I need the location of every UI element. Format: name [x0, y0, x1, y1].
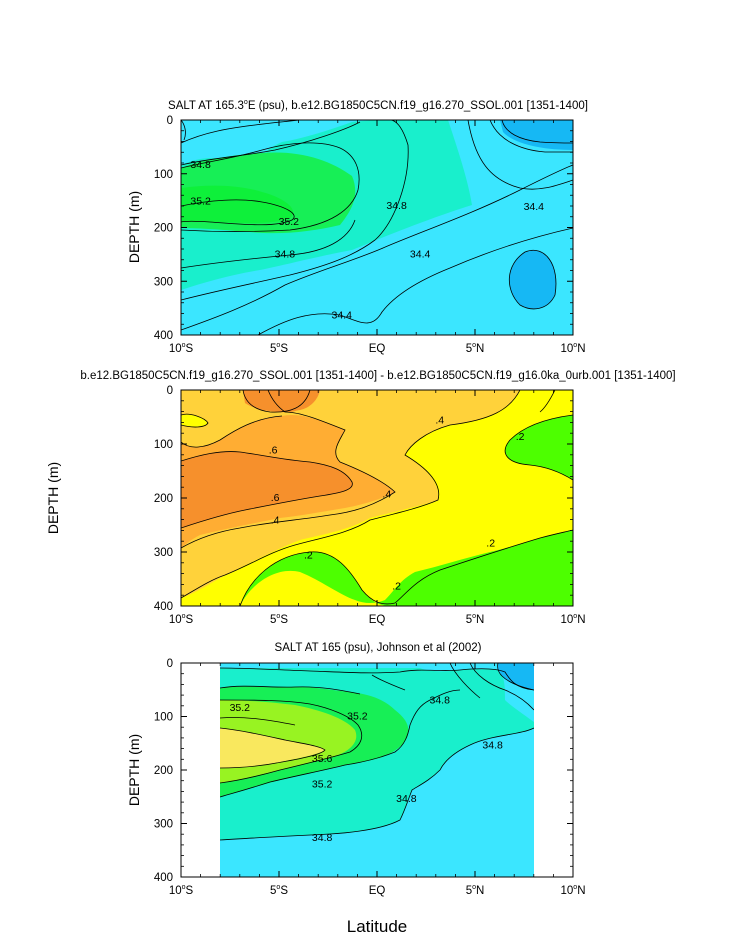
fill-344-b [509, 250, 556, 309]
axis-ticks-3: 10oS 5oS EQ 5oN 10oN 0 100 200 300 400 [154, 658, 586, 897]
contour-label: 35.2 [190, 196, 211, 208]
contour-labels-2: .6 .6 .4 .4 .4 .2 .2 .2 .2 [269, 415, 525, 593]
y-tick-label: 300 [154, 276, 173, 288]
panel-3: SALT AT 165 (psu), Johnson et al (2002) [126, 642, 586, 936]
contour-label: .2 [304, 550, 313, 562]
contour-label: .2 [516, 431, 525, 443]
y-tick-label: 200 [154, 223, 173, 235]
contour-label: 34.8 [190, 159, 211, 171]
contour-lines-1 [181, 120, 573, 335]
y-tick-label: 400 [154, 601, 173, 613]
fill-d08-b [243, 390, 310, 413]
contour-label: 34.8 [386, 200, 407, 212]
axis-ticks-1: 10oS 5oS EQ 5oN 10oN 0 100 200 300 400 [154, 115, 586, 355]
x-axis-label: Latitude [347, 917, 408, 936]
y-tick-label: 200 [154, 765, 173, 777]
x-tick-label: 5oN [466, 613, 485, 626]
contour-label: .6 [269, 444, 278, 456]
panel-3-title: SALT AT 165 (psu), Johnson et al (2002) [275, 642, 482, 654]
contour-label: .6 [271, 492, 280, 504]
contour-label: 34.8 [312, 832, 333, 844]
y-tick-label: 300 [154, 547, 173, 559]
fill-344-obs [497, 663, 534, 690]
fill-364-obs [220, 728, 325, 768]
x-tick-label: 10oN [560, 613, 585, 626]
panel-2: b.e12.BG1850C5CN.f19_g16.270_SSOL.001 [1… [45, 370, 676, 626]
contour-label: .4 [382, 489, 391, 501]
x-tick-label: 5oN [466, 884, 485, 897]
x-tick-label: 10oS [169, 342, 194, 355]
y-tick-label: 0 [167, 115, 173, 127]
contour-label: 34.4 [332, 310, 353, 322]
x-tick-label: EQ [369, 885, 386, 897]
contour-label: 35.2 [230, 702, 251, 714]
contour-label: .4 [271, 515, 280, 527]
x-tick-label: 10oS [169, 884, 194, 897]
y-tick-label: 0 [167, 658, 173, 670]
x-tick-label: 10oN [560, 884, 585, 897]
y-tick-label: 300 [154, 819, 173, 831]
panel-1-contour-fills [181, 120, 573, 335]
y-tick-label: 200 [154, 493, 173, 505]
fill-d04-left [181, 414, 208, 428]
contour-label: .2 [486, 537, 495, 549]
fill-d08 [181, 390, 353, 528]
contour-label: 35.2 [347, 710, 368, 722]
panel-2-title: b.e12.BG1850C5CN.f19_g16.270_SSOL.001 [1… [80, 370, 675, 382]
y-tick-label: 400 [154, 872, 173, 884]
contour-label: 35.2 [312, 778, 333, 790]
y-tick-label: 100 [154, 439, 173, 451]
panel-3-contour-fills [220, 663, 534, 877]
x-tick-label: 5oN [466, 342, 485, 355]
x-tick-label: 10oS [169, 613, 194, 626]
contour-label: 35.2 [279, 216, 300, 228]
y-axis-label-2: DEPTH (m) [45, 462, 61, 534]
y-tick-label: 100 [154, 169, 173, 181]
y-axis-label-3: DEPTH (m) [126, 734, 142, 806]
x-tick-label: EQ [369, 614, 386, 626]
contour-label: 35.6 [312, 753, 333, 765]
x-tick-label: EQ [369, 343, 386, 355]
contour-lines-3 [220, 663, 534, 841]
contour-label: 34.8 [275, 248, 296, 260]
contour-label: 34.8 [482, 739, 503, 751]
contour-label: .2 [392, 580, 401, 592]
x-tick-label: 5oS [270, 613, 288, 626]
y-tick-label: 400 [154, 330, 173, 342]
y-tick-label: 100 [154, 712, 173, 724]
panel-2-contour-fills [181, 390, 573, 606]
x-tick-label: 5oS [270, 884, 288, 897]
y-axis-label-1: DEPTH (m) [126, 191, 142, 263]
panel-1: SALT AT 165.3oE (psu), b.e12.BG1850C5CN.… [126, 99, 588, 355]
x-tick-label: 5oS [270, 342, 288, 355]
panel-1-title: SALT AT 165.3oE (psu), b.e12.BG1850C5CN.… [168, 99, 588, 112]
y-tick-label: 0 [167, 385, 173, 397]
contour-labels-3: 35.2 35.2 35.6 35.2 34.8 34.8 34.8 34.8 [230, 694, 503, 843]
contour-label: .4 [435, 415, 444, 427]
contour-labels-1: 34.8 35.2 35.2 34.8 34.8 34.4 34.4 34.4 [190, 159, 544, 322]
contour-label: 34.8 [430, 694, 451, 706]
axis-ticks-2: 10oS 5oS EQ 5oN 10oN 0 100 200 300 400 [154, 385, 586, 626]
x-tick-label: 10oN [560, 342, 585, 355]
contour-label: 34.8 [396, 793, 417, 805]
fill-d00-a [240, 530, 573, 606]
contour-lines-2 [181, 390, 573, 606]
fill-356-core [181, 185, 294, 223]
contour-label: 34.4 [410, 248, 431, 260]
contour-label: 34.4 [524, 201, 545, 213]
